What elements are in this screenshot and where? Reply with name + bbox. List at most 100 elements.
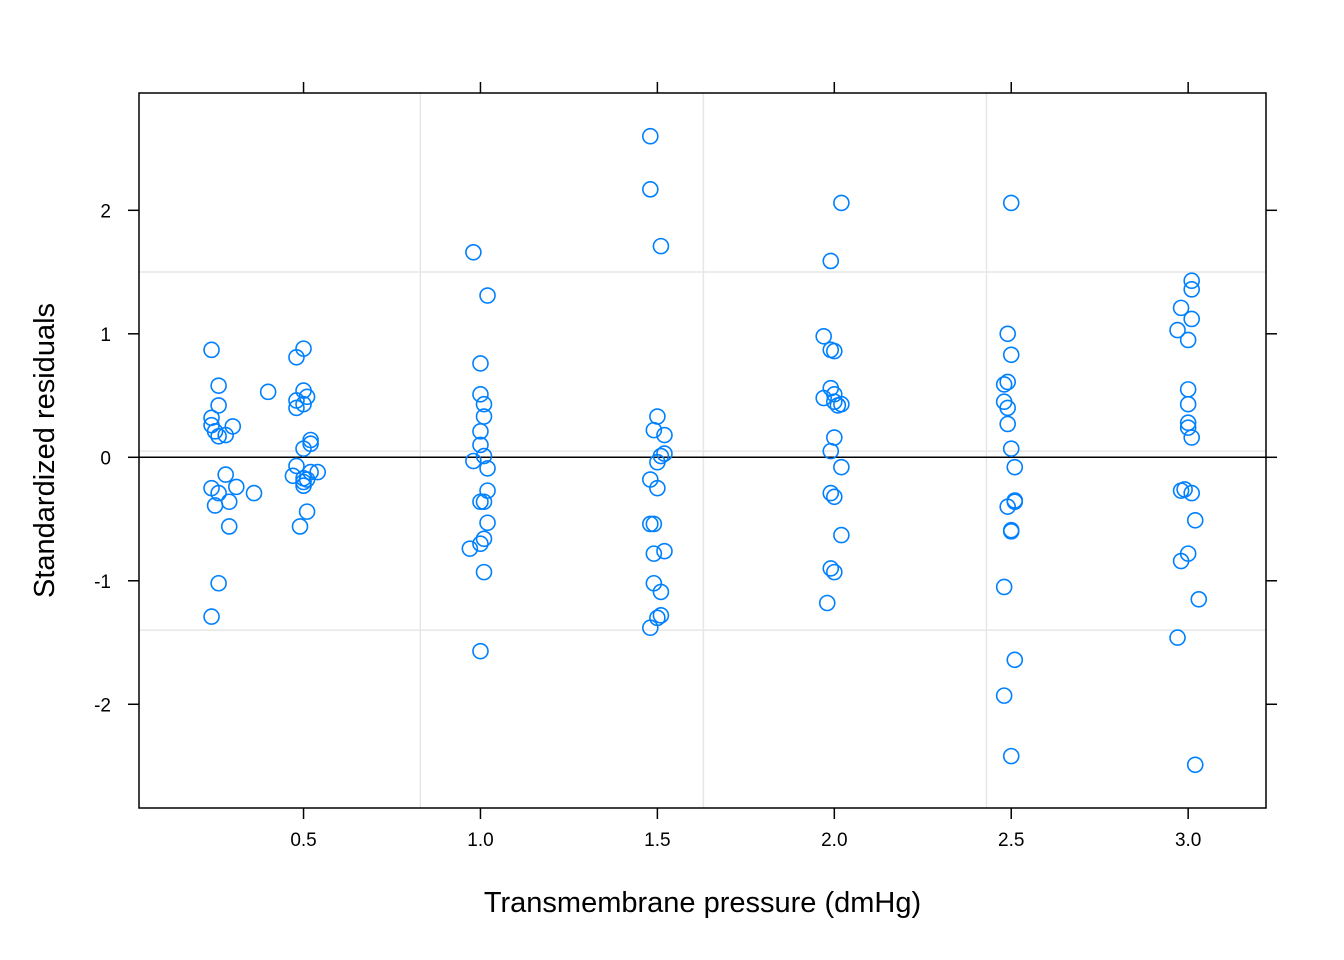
- data-point: [210, 484, 227, 502]
- data-point: [298, 388, 316, 406]
- data-point: [1186, 756, 1204, 774]
- data-point: [465, 452, 482, 470]
- data-point: [472, 355, 489, 372]
- data-point: [995, 687, 1013, 704]
- x-tick-label: 0.5: [290, 830, 316, 851]
- data-point: [475, 530, 493, 548]
- data-point: [815, 327, 832, 345]
- data-point: [465, 244, 482, 261]
- data-point: [645, 421, 663, 439]
- data-point: [1190, 591, 1208, 608]
- data-point: [472, 423, 489, 440]
- data-point: [1183, 310, 1200, 328]
- data-point: [1183, 429, 1200, 446]
- x-tick-label: 1.0: [467, 830, 493, 851]
- data-point: [220, 518, 238, 535]
- y-tick-label: 0: [100, 448, 111, 469]
- data-point: [1183, 484, 1200, 502]
- data-point: [999, 498, 1016, 515]
- y-tick-label: -1: [94, 572, 111, 593]
- data-point: [210, 574, 227, 592]
- data-point: [833, 526, 850, 544]
- data-point: [822, 442, 840, 460]
- data-points: [203, 127, 1208, 774]
- data-point: [206, 423, 224, 440]
- data-point: [1006, 651, 1024, 669]
- data-point: [1183, 281, 1200, 298]
- data-point: [203, 341, 220, 359]
- data-point: [652, 607, 670, 624]
- data-point: [645, 515, 663, 533]
- data-point: [288, 457, 305, 475]
- data-point: [656, 542, 673, 560]
- data-point: [833, 458, 850, 476]
- data-point: [1179, 419, 1197, 436]
- data-point: [822, 484, 840, 502]
- y-tick-label: 1: [100, 325, 111, 346]
- data-point: [475, 395, 493, 413]
- data-point: [642, 619, 659, 637]
- data-point: [1169, 629, 1186, 646]
- data-point: [210, 427, 227, 445]
- data-point: [999, 399, 1016, 417]
- y-axis-title: Standardized residuals: [29, 303, 61, 598]
- data-point: [1002, 747, 1020, 765]
- data-point: [1006, 458, 1024, 476]
- data-point: [645, 545, 663, 562]
- data-point: [995, 376, 1013, 393]
- data-point: [822, 252, 840, 270]
- data-point: [479, 460, 496, 477]
- data-point: [288, 348, 305, 366]
- data-point: [649, 453, 666, 471]
- data-point: [649, 479, 666, 497]
- data-point: [1186, 511, 1204, 529]
- data-point: [826, 488, 843, 506]
- data-point: [1002, 194, 1020, 212]
- data-point: [642, 127, 659, 145]
- data-point: [479, 287, 496, 304]
- data-point: [833, 194, 850, 212]
- data-point: [298, 503, 316, 520]
- data-point: [475, 563, 493, 581]
- data-point: [210, 377, 227, 394]
- data-point: [228, 478, 245, 496]
- y-tick-label: -2: [94, 695, 111, 716]
- data-point: [642, 181, 659, 198]
- data-point: [995, 578, 1013, 596]
- axis-ticks: [128, 82, 1277, 819]
- data-point: [206, 497, 224, 514]
- plot-frame: [138, 92, 1267, 809]
- data-point: [295, 473, 312, 491]
- data-point: [1172, 299, 1190, 317]
- x-tick-label: 3.0: [1175, 830, 1201, 851]
- data-point: [472, 436, 489, 454]
- data-point: [826, 393, 843, 411]
- data-point: [210, 397, 227, 414]
- data-point: [217, 426, 234, 444]
- data-point: [472, 386, 489, 403]
- data-point: [826, 563, 843, 581]
- x-axis-title: Transmembrane pressure (dmHg): [484, 887, 921, 919]
- grid-lines: [139, 93, 1266, 808]
- data-point: [291, 518, 309, 535]
- data-point: [472, 535, 489, 553]
- data-point: [217, 466, 234, 483]
- y-tick-label: 2: [100, 201, 111, 222]
- data-point: [1183, 272, 1200, 290]
- tick-labels: 0.5 1.0 1.5 2.0 2.5 3.0 -2 -1 0 1 2: [94, 201, 1201, 851]
- data-point: [833, 395, 850, 413]
- data-point: [295, 440, 312, 457]
- data-point: [999, 325, 1016, 343]
- x-tick-label: 2.5: [998, 830, 1024, 851]
- data-point: [656, 426, 673, 444]
- data-point: [652, 583, 670, 601]
- x-tick-label: 1.5: [644, 830, 670, 851]
- data-point: [652, 237, 670, 255]
- data-point: [1169, 321, 1186, 339]
- data-point: [1179, 331, 1197, 349]
- data-point: [475, 493, 493, 511]
- data-point: [822, 560, 840, 577]
- data-point: [1002, 523, 1020, 540]
